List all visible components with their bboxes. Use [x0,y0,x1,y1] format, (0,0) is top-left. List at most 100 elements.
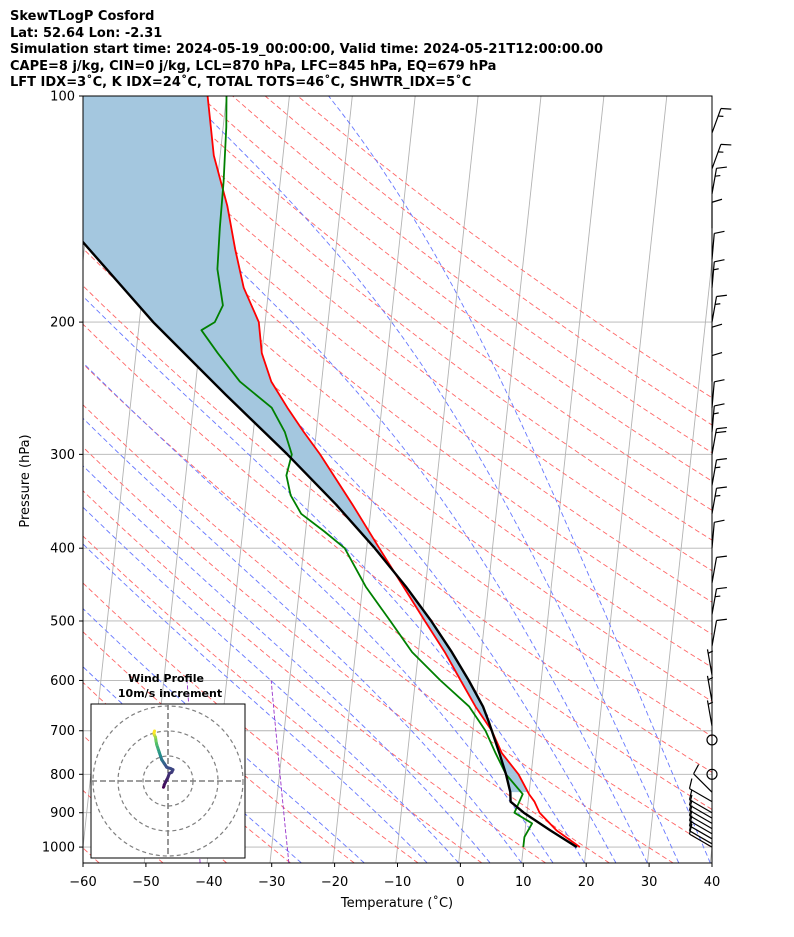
barb-staff [711,261,715,288]
x-tick-label: 40 [704,875,721,890]
dry-adiabat [83,211,712,702]
dry-adiabat [83,176,712,668]
barb-staff [711,233,715,260]
barb-half-flag [707,650,714,654]
barb-staff [711,588,718,615]
barb-flag [714,379,725,383]
barb-staff [689,815,713,830]
barb-half-flag [713,268,719,271]
isotherm-line [709,842,712,863]
barb-staff [711,168,718,194]
wind-barb [711,586,727,615]
y-tick-label: 100 [50,90,75,105]
barb-flag [716,294,727,298]
barb-staff [711,557,718,584]
barb-staff [711,488,718,514]
dry-adiabat [83,141,712,635]
dry-adiabat [167,96,712,511]
wind-barb [688,778,713,803]
barb-half-flag [715,595,721,598]
barb-flag [693,764,700,775]
dry-adiabat [134,96,712,541]
hodograph-segment [152,729,156,735]
isotherm-line [646,256,712,863]
barb-flag [688,823,693,835]
barb-half-flag [715,494,721,497]
barb-flag [716,586,727,590]
dry-adiabat [83,285,712,773]
y-tick-label: 700 [50,724,75,739]
calm-circle [706,768,718,780]
barb-staff [711,428,718,455]
barb-flag [688,789,693,800]
mixing-ratio-line [270,680,290,863]
barb-staff [706,649,713,676]
barb-flag [716,618,727,622]
barb-flag [714,519,725,523]
y-tick-label: 400 [50,542,75,557]
barb-staff [689,804,713,819]
wind-barb [688,789,713,814]
barb-staff [689,825,713,840]
isotherm-line [395,96,479,863]
dry-adiabat [232,96,712,454]
barb-flag [714,403,725,407]
barb-flag [711,323,723,328]
wind-barb [711,618,727,647]
barb-staff [711,522,715,549]
barb-flag [716,486,727,489]
wind-barb [706,649,714,676]
barb-staff [706,700,713,727]
barb-half-flag [707,701,714,705]
wind-barb [706,768,718,780]
wind-profile-subtitle: 10m/s increment [118,687,222,700]
wind-barb [711,379,725,408]
wind-barb [711,107,732,134]
wind-barb [711,351,723,382]
moist-adiabat [83,543,428,863]
barb-staff [693,773,713,793]
wind-barb [711,198,723,229]
wind-barb [711,166,727,194]
x-tick-label: 0 [456,875,464,890]
wind-barb [711,458,727,486]
barb-flag [688,778,693,789]
barb-staff [689,820,713,835]
y-tick-label: 500 [50,614,75,629]
dry-adiabat [83,446,610,863]
wind-barb [693,764,713,793]
barb-staff [711,108,722,134]
barb-staff [711,405,715,432]
x-tick-label: −30 [258,875,285,890]
barb-flag [711,351,723,357]
wind-profile-plot [91,704,245,858]
x-tick-label: −50 [132,875,159,890]
x-tick-label: −60 [69,875,96,890]
barb-staff [689,799,713,814]
wind-barb [711,323,723,354]
wind-barb [711,486,727,514]
barb-staff [711,620,718,647]
wind-barb [706,675,714,702]
y-tick-label: 600 [50,674,75,689]
wind-barb [711,259,725,288]
plot-area [83,96,712,863]
barb-staff [689,788,713,803]
x-axis-label: Temperature (˚C) [340,895,453,911]
barb-staff [711,144,722,169]
barb-flag [720,143,732,146]
moist-adiabat [328,96,711,863]
y-tick-label: 200 [50,316,75,331]
dry-adiabat [102,96,712,572]
barb-flag [716,426,727,430]
wind-barb [711,403,725,432]
calm-circle [706,734,718,746]
barb-half-flag [715,303,721,305]
wind-barb [711,143,732,169]
location-line: Lat: 52.64 Lon: -2.31 [10,25,163,41]
wind-barb [711,230,725,260]
barb-half-flag [713,412,719,415]
isotherm-line [584,96,668,863]
wind-barb [711,294,727,323]
barb-staff [689,833,713,848]
